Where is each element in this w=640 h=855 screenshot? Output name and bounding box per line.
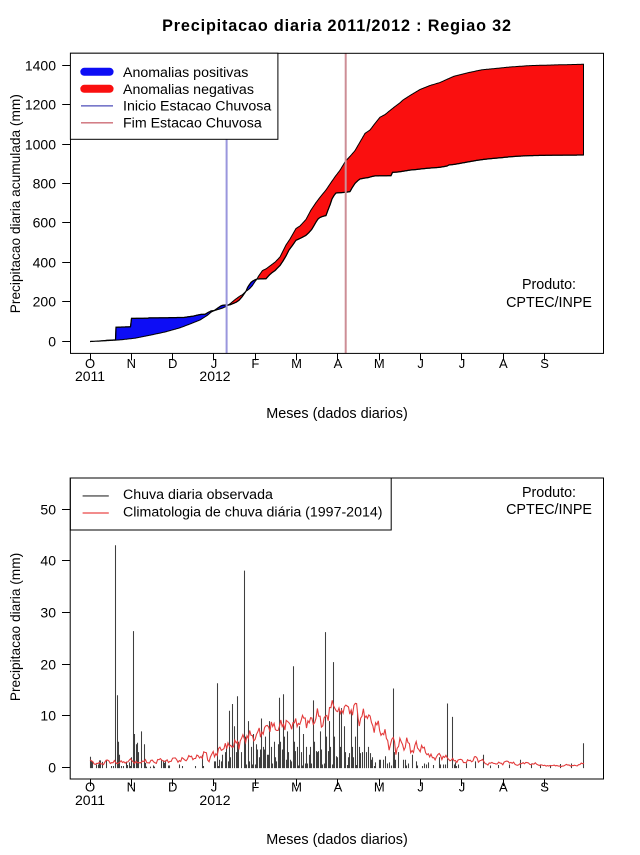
svg-text:0: 0: [48, 760, 56, 776]
svg-text:O: O: [85, 356, 95, 371]
svg-text:J: J: [417, 780, 424, 795]
svg-text:0: 0: [48, 334, 56, 350]
svg-text:J: J: [211, 356, 218, 371]
svg-text:F: F: [251, 780, 259, 795]
svg-text:1200: 1200: [25, 97, 56, 113]
svg-text:A: A: [334, 356, 343, 371]
svg-text:10: 10: [40, 708, 56, 724]
svg-text:2011: 2011: [75, 792, 105, 808]
svg-text:J: J: [211, 780, 218, 795]
svg-text:M: M: [374, 780, 385, 795]
svg-text:CPTEC/INPE: CPTEC/INPE: [506, 295, 592, 311]
svg-text:J: J: [417, 356, 424, 371]
svg-text:N: N: [127, 780, 136, 795]
svg-text:Chuva diaria observada: Chuva diaria observada: [123, 487, 273, 503]
svg-text:2011: 2011: [75, 368, 105, 384]
svg-text:Climatologia de chuva diária (: Climatologia de chuva diária (1997-2014): [123, 504, 382, 520]
svg-text:Produto:: Produto:: [522, 277, 576, 293]
svg-text:Meses (dados diarios): Meses (dados diarios): [266, 832, 408, 848]
svg-text:O: O: [85, 780, 95, 795]
svg-text:Anomalias negativas: Anomalias negativas: [123, 82, 254, 98]
svg-text:D: D: [168, 356, 177, 371]
svg-text:N: N: [127, 356, 136, 371]
svg-text:40: 40: [40, 553, 56, 569]
svg-text:800: 800: [33, 176, 57, 192]
svg-text:50: 50: [40, 502, 56, 518]
svg-text:D: D: [168, 780, 177, 795]
svg-text:2012: 2012: [199, 792, 230, 808]
svg-text:Inicio Estacao Chuvosa: Inicio Estacao Chuvosa: [123, 99, 271, 115]
svg-text:200: 200: [33, 294, 57, 310]
svg-text:Precipitacao diaria acumulada: Precipitacao diaria acumulada (mm): [8, 94, 23, 313]
svg-text:Fim Estacao Chuvosa: Fim Estacao Chuvosa: [123, 116, 262, 132]
svg-text:Precipitacao diaria (mm): Precipitacao diaria (mm): [8, 553, 23, 701]
svg-text:M: M: [291, 780, 302, 795]
svg-text:J: J: [459, 356, 466, 371]
svg-text:F: F: [251, 356, 259, 371]
svg-text:A: A: [499, 356, 508, 371]
svg-text:M: M: [374, 356, 385, 371]
svg-text:A: A: [334, 780, 343, 795]
svg-text:CPTEC/INPE: CPTEC/INPE: [506, 502, 592, 518]
svg-text:30: 30: [40, 605, 56, 621]
svg-text:1400: 1400: [25, 58, 56, 74]
svg-text:1000: 1000: [25, 137, 56, 153]
svg-text:A: A: [499, 780, 508, 795]
svg-text:600: 600: [33, 215, 57, 231]
svg-text:S: S: [540, 780, 549, 795]
svg-text:J: J: [459, 780, 466, 795]
svg-text:S: S: [540, 356, 549, 371]
svg-text:Anomalias positivas: Anomalias positivas: [123, 65, 248, 81]
svg-text:M: M: [291, 356, 302, 371]
svg-text:Precipitacao diaria 2011/2012: Precipitacao diaria 2011/2012 : Regiao 3…: [162, 17, 512, 35]
svg-text:400: 400: [33, 255, 57, 271]
svg-text:Produto:: Produto:: [522, 485, 576, 501]
svg-text:2012: 2012: [199, 368, 230, 384]
svg-text:20: 20: [40, 657, 56, 673]
svg-text:Meses (dados diarios): Meses (dados diarios): [266, 406, 408, 422]
